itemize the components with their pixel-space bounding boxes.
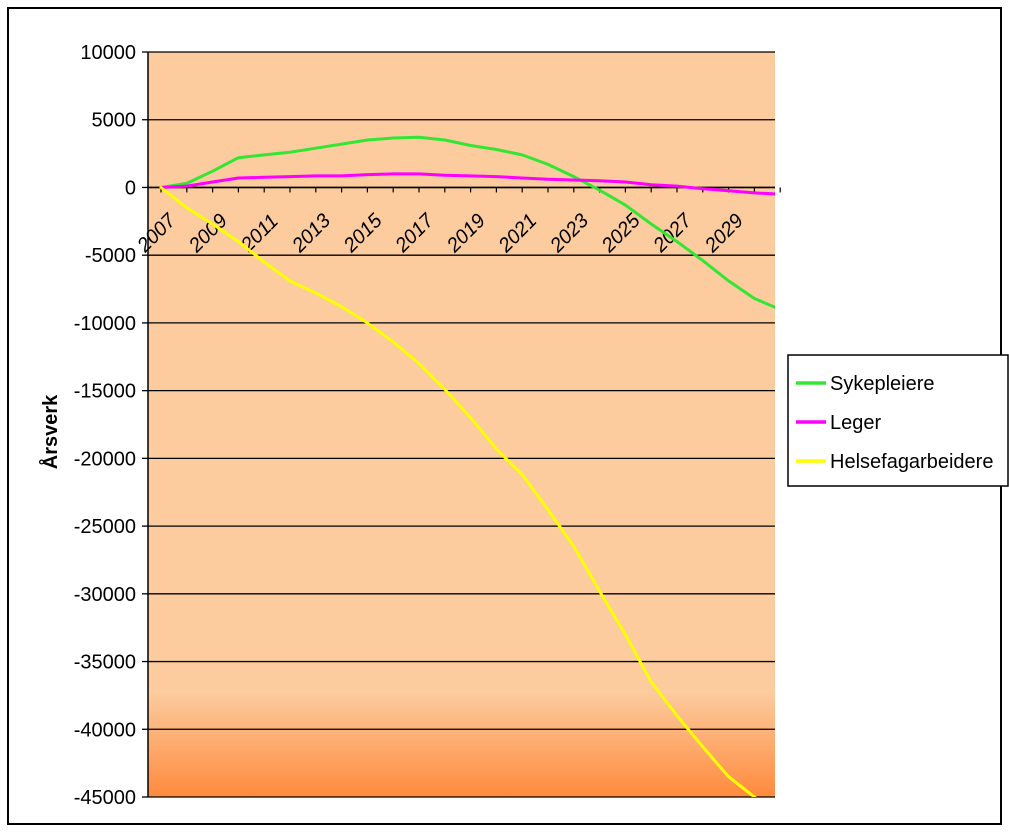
y-tick-label: -30000	[74, 584, 136, 606]
legend-label: Leger	[830, 412, 881, 434]
y-axis-title: Årsverk	[38, 394, 62, 469]
legend-label: Helsefagarbeidere	[830, 451, 993, 473]
series-line-helsefagarbeidere	[159, 186, 757, 797]
y-tick-label: 5000	[92, 110, 137, 132]
y-tick-label: -40000	[74, 719, 136, 741]
series-line-leger	[159, 172, 775, 196]
y-tick-label: -5000	[85, 245, 136, 267]
y-tick-label: -35000	[74, 652, 136, 674]
legend-label: Sykepleiere	[830, 373, 935, 395]
y-tick-label: 10000	[80, 42, 136, 64]
legend: Sykepleiere Leger Helsefagarbeidere	[787, 354, 1009, 487]
y-tick-label: -45000	[74, 787, 136, 809]
y-tick-label: -25000	[74, 516, 136, 538]
plot-area	[148, 52, 775, 797]
series-line-sykepleiere	[159, 135, 775, 309]
y-tick-label: -20000	[74, 448, 136, 470]
y-tick-label: -10000	[74, 313, 136, 335]
y-tick-label: 0	[125, 177, 136, 199]
y-tick-label: -15000	[74, 381, 136, 403]
